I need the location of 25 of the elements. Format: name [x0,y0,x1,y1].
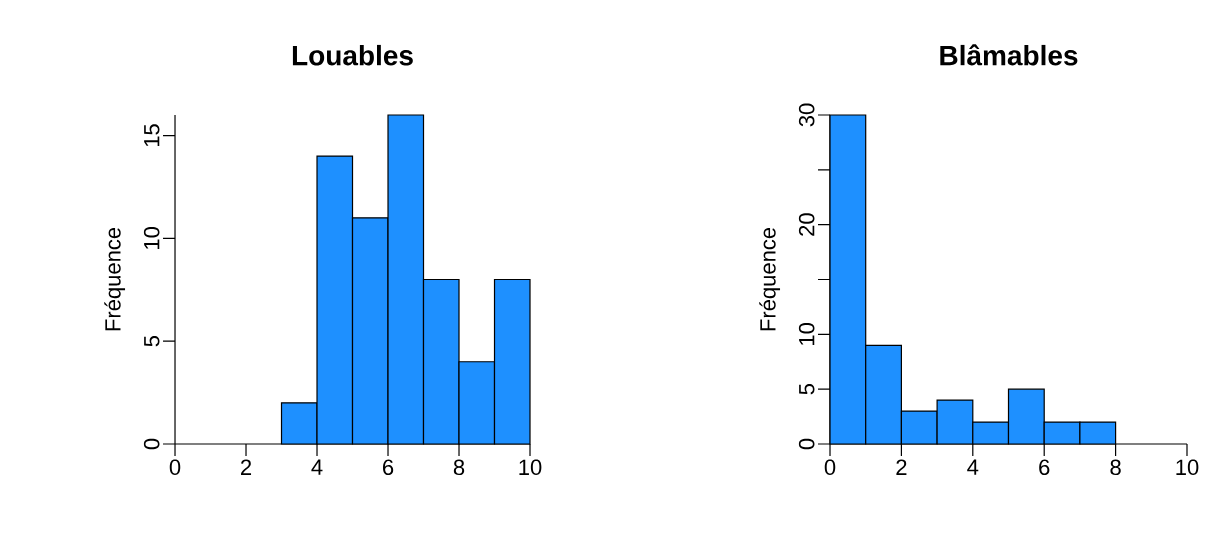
x-tick-label: 6 [383,459,394,476]
y-tick-label: 5 [144,335,160,347]
y-tick-label: 15 [144,124,160,147]
x-tick-label: 6 [1039,459,1050,476]
y-tick-label: 0 [143,438,160,450]
chart-title: Louables [292,44,413,66]
x-tick-label: 4 [311,459,323,475]
y-tick-label: 0 [798,438,815,450]
y-tick-label: 30 [798,103,815,127]
x-tick-label: 4 [967,459,979,475]
x-tick-label: 2 [896,459,907,475]
x-tick-label: 10 [519,459,542,476]
y-tick-label: 5 [799,383,815,395]
x-tick-label: 0 [169,459,181,476]
x-tick-label: 8 [453,459,465,476]
x-tick-label: 8 [1110,459,1121,476]
y-axis-title: Fréquence [759,227,781,331]
y-tick-label: 10 [143,227,160,249]
y-axis-title: Fréquence [104,227,126,331]
x-tick-label: 10 [1176,459,1199,476]
y-tick-label: 10 [798,322,815,345]
x-tick-label: 0 [824,459,836,476]
chart-title: Blâmables [940,44,1078,66]
y-tick-label: 20 [798,213,815,236]
x-tick-label: 2 [241,459,252,475]
